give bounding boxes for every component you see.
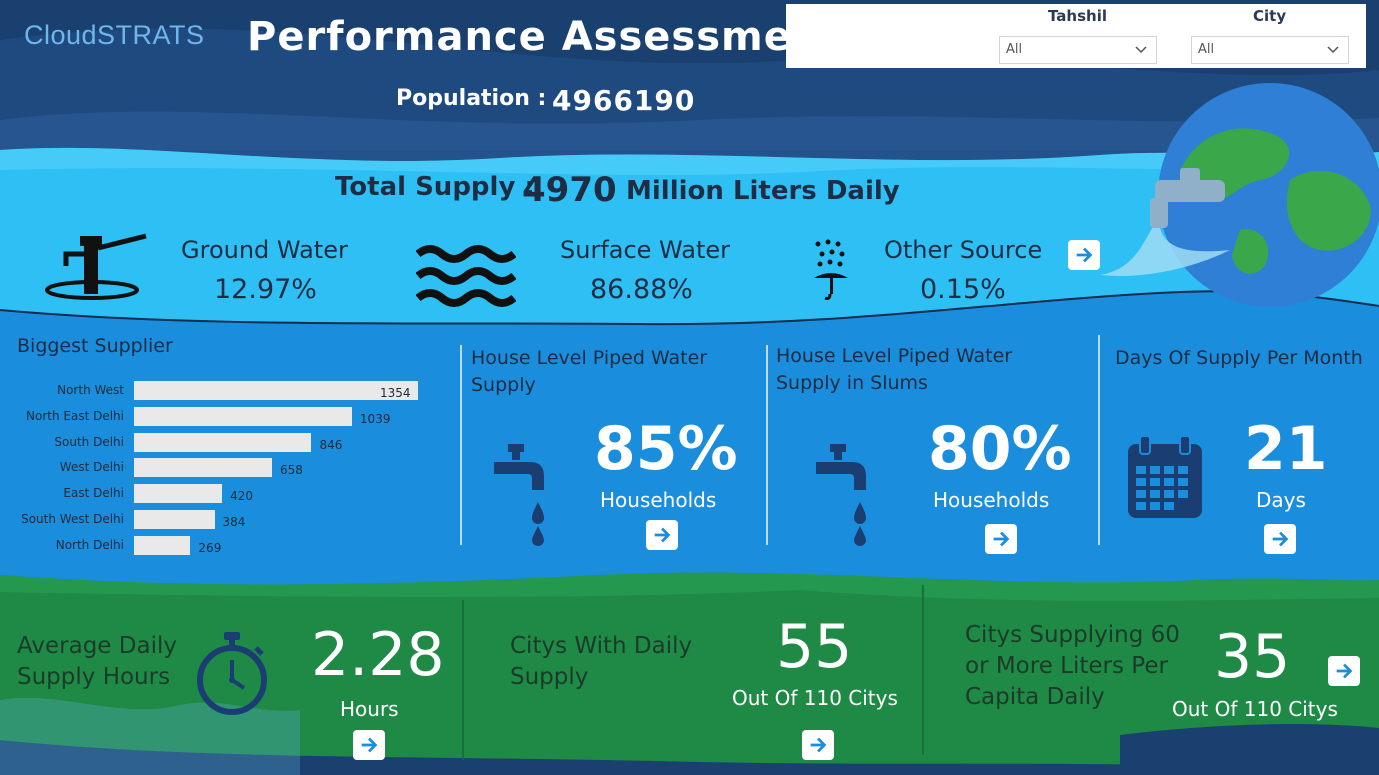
- cloudstrats-logo: CloudSTRATS: [24, 20, 205, 50]
- city-select[interactable]: All: [1191, 36, 1349, 64]
- slums-water-arrow-button[interactable]: [985, 524, 1017, 554]
- population-value: 4966190: [552, 84, 696, 117]
- chevron-down-icon: [1327, 46, 1339, 54]
- arrow-right-icon: [1336, 663, 1353, 679]
- bar-value-label: 384: [222, 515, 246, 529]
- bar[interactable]: [134, 510, 215, 529]
- city-select-value: All: [1198, 42, 1215, 57]
- bar-category-label: West Delhi: [59, 460, 124, 475]
- hand-pump-icon: [45, 233, 147, 300]
- bar-category-label: East Delhi: [63, 486, 124, 501]
- ground-water-label: Ground Water: [181, 236, 348, 264]
- citys-liters-arrow-button[interactable]: [1328, 656, 1360, 686]
- citys-daily-title-line2: Supply: [510, 664, 589, 690]
- population-label: Population :: [396, 86, 547, 111]
- tap-icon: [816, 444, 866, 546]
- rain-umbrella-icon: [814, 239, 848, 300]
- citys-daily-sub: Out Of 110 Citys: [732, 686, 898, 710]
- bar[interactable]: [134, 406, 352, 426]
- tahshil-select[interactable]: All: [999, 36, 1157, 64]
- bar-category-label: North Delhi: [55, 537, 124, 552]
- avg-hours-title-line1: Average Daily: [17, 633, 177, 659]
- biggest-supplier-chart: North West 1354 North East Delhi 1039 South …: [0, 375, 460, 565]
- other-source-arrow-button[interactable]: [1068, 240, 1100, 270]
- days-supply-arrow-button[interactable]: [1264, 524, 1296, 554]
- ground-water-value: 12.97%: [214, 274, 317, 305]
- avg-hours-sub: Hours: [340, 697, 399, 721]
- citys-liters-value: 35: [1214, 622, 1291, 692]
- bar-value-label: 658: [280, 463, 303, 478]
- bar[interactable]: [134, 535, 191, 555]
- tahshil-select-value: All: [1006, 42, 1023, 57]
- citys-daily-title-line1: Citys With Daily: [510, 633, 693, 659]
- filter-panel: Tahshil All City All: [786, 4, 1366, 68]
- citys-liters-sub: Out Of 110 Citys: [1172, 697, 1338, 721]
- stopwatch-icon: [197, 632, 267, 715]
- avg-hours-arrow-button[interactable]: [353, 730, 385, 760]
- citys-daily-arrow-button[interactable]: [802, 730, 834, 760]
- citys-liters-title-line3: Capita Daily: [965, 684, 1105, 710]
- bar-category-label: South Delhi: [54, 434, 124, 449]
- bar[interactable]: [134, 484, 223, 504]
- chevron-down-icon: [1135, 46, 1147, 54]
- citys-daily-value: 55: [776, 612, 853, 682]
- bar-value-label: 846: [319, 437, 343, 452]
- citys-liters-title-line2: or More Liters Per: [965, 653, 1168, 679]
- bar-category-label: North East Delhi: [26, 408, 124, 423]
- avg-hours-title: Average Daily Supply Hours: [17, 631, 177, 693]
- total-supply-value: 4970: [522, 170, 617, 210]
- slums-water-value: 80%: [928, 414, 1072, 484]
- arrow-right-icon: [993, 531, 1010, 547]
- piped-water-arrow-button[interactable]: [646, 520, 678, 550]
- tap-icon: [494, 444, 544, 546]
- page-title: Performance Assessment: [247, 14, 842, 60]
- bar-value-label: 1039: [359, 411, 391, 426]
- globe-tap-illustration: [1100, 83, 1379, 307]
- tahshil-filter-label: Tahshil: [1048, 7, 1107, 25]
- bar[interactable]: [134, 381, 418, 400]
- piped-water-title: House Level Piped Water Supply: [471, 347, 708, 396]
- bar-category-label: South West Delhi: [21, 512, 124, 526]
- arrow-right-icon: [654, 527, 671, 543]
- bar-value-label: 420: [230, 489, 253, 504]
- slums-water-sub: Households: [933, 488, 1050, 512]
- total-supply-label: Total Supply :: [335, 172, 535, 202]
- total-supply-unit: Million Liters Daily: [626, 176, 900, 206]
- slums-water-title: House Level Piped Water Supply in Slums: [776, 345, 1013, 394]
- citys-liters-title-line1: Citys Supplying 60: [965, 622, 1180, 648]
- surface-water-value: 86.88%: [590, 274, 693, 305]
- bar[interactable]: [134, 458, 272, 478]
- bar-category-label: North West: [57, 383, 124, 397]
- days-supply-value: 21: [1244, 414, 1328, 484]
- calendar-icon: [1128, 435, 1202, 518]
- surface-water-label: Surface Water: [560, 236, 731, 264]
- avg-hours-value: 2.28: [311, 620, 445, 690]
- bar-value-label: 1354: [380, 386, 411, 400]
- piped-water-value: 85%: [594, 414, 738, 484]
- avg-hours-title-line2: Supply Hours: [17, 664, 171, 690]
- days-supply-title: Days Of Supply Per Month: [1115, 347, 1363, 369]
- citys-daily-title: Citys With Daily Supply: [510, 631, 692, 693]
- arrow-right-icon: [1272, 531, 1289, 547]
- bar-value-label: 269: [198, 540, 222, 555]
- biggest-supplier-title: Biggest Supplier: [17, 335, 173, 357]
- arrow-right-icon: [1076, 247, 1093, 263]
- arrow-right-icon: [810, 737, 827, 753]
- other-source-value: 0.15%: [920, 274, 1006, 305]
- other-source-label: Other Source: [884, 236, 1043, 264]
- piped-water-sub: Households: [600, 488, 717, 512]
- days-supply-sub: Days: [1256, 488, 1306, 512]
- citys-liters-title: Citys Supplying 60 or More Liters Per Ca…: [965, 620, 1180, 713]
- city-filter-label: City: [1253, 7, 1287, 25]
- bar[interactable]: [134, 432, 312, 452]
- waves-icon: [416, 245, 516, 307]
- arrow-right-icon: [361, 737, 378, 753]
